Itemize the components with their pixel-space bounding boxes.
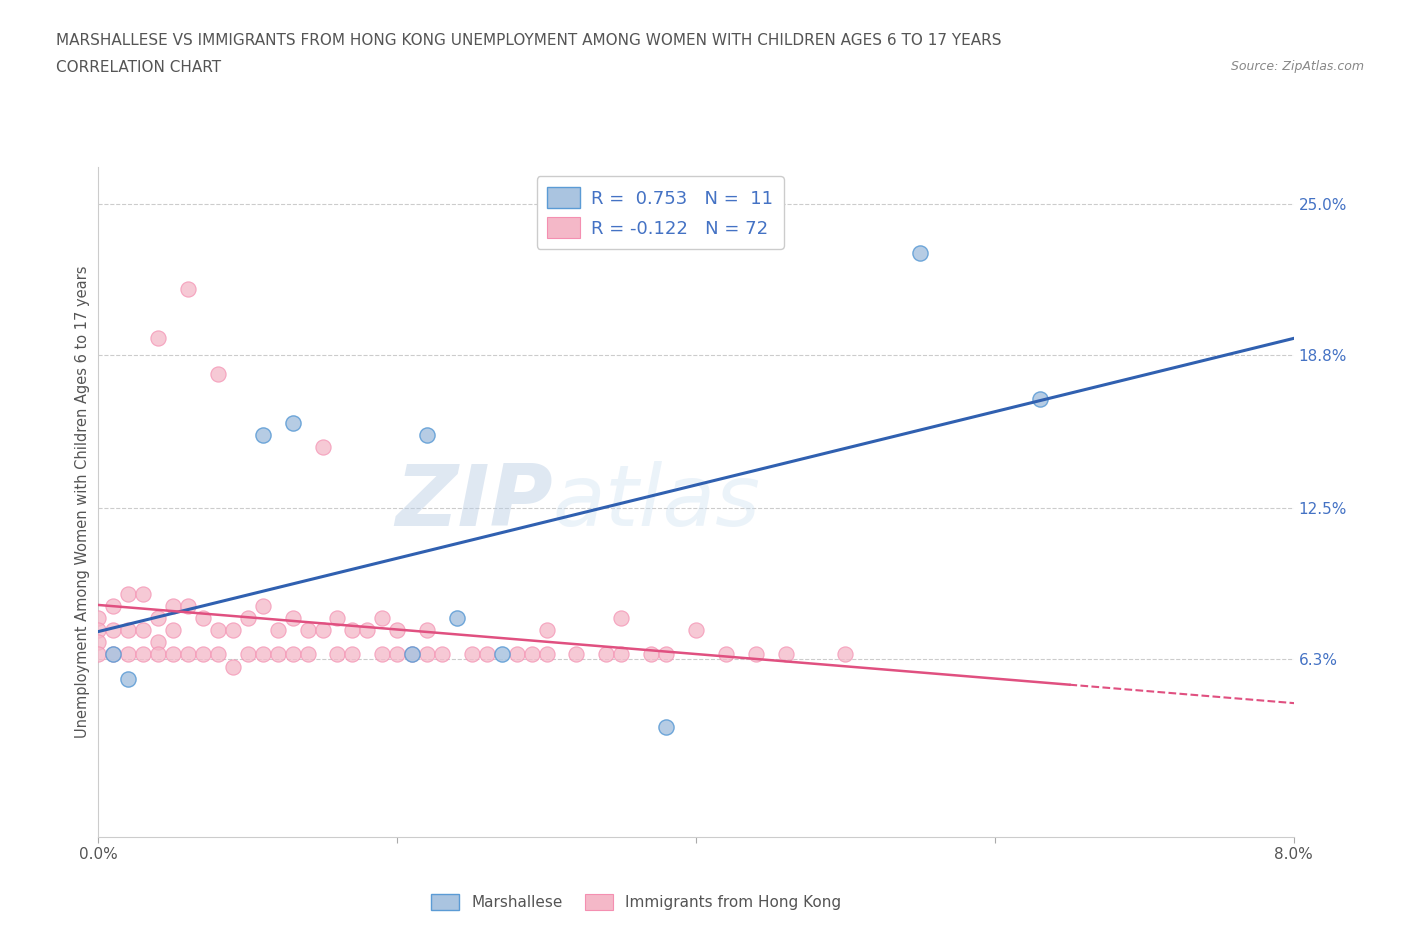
Point	[655, 647, 678, 662]
Point	[385, 647, 409, 662]
Point	[132, 622, 155, 637]
Point	[655, 720, 678, 735]
Point	[252, 428, 274, 443]
Point	[162, 598, 184, 613]
Point	[222, 622, 245, 637]
Text: Source: ZipAtlas.com: Source: ZipAtlas.com	[1230, 60, 1364, 73]
Text: atlas: atlas	[553, 460, 761, 544]
Point	[536, 647, 558, 662]
Point	[281, 647, 304, 662]
Point	[103, 647, 125, 662]
Point	[191, 610, 214, 625]
Point	[148, 647, 170, 662]
Point	[416, 622, 439, 637]
Point	[342, 622, 364, 637]
Point	[103, 647, 125, 662]
Point	[207, 622, 229, 637]
Point	[461, 647, 484, 662]
Point	[311, 440, 333, 455]
Point	[685, 622, 707, 637]
Point	[236, 610, 259, 625]
Text: ZIP: ZIP	[395, 460, 553, 544]
Point	[87, 622, 110, 637]
Point	[267, 622, 290, 637]
Point	[162, 647, 184, 662]
Point	[356, 622, 378, 637]
Point	[117, 622, 139, 637]
Point	[222, 659, 245, 674]
Y-axis label: Unemployment Among Women with Children Ages 6 to 17 years: Unemployment Among Women with Children A…	[75, 266, 90, 738]
Point	[117, 671, 139, 686]
Legend: Marshallese, Immigrants from Hong Kong: Marshallese, Immigrants from Hong Kong	[425, 888, 848, 916]
Point	[326, 610, 349, 625]
Point	[87, 635, 110, 650]
Point	[148, 610, 170, 625]
Point	[148, 330, 170, 345]
Point	[132, 647, 155, 662]
Point	[1028, 392, 1050, 406]
Point	[714, 647, 737, 662]
Point	[87, 610, 110, 625]
Point	[491, 647, 513, 662]
Point	[177, 282, 200, 297]
Point	[148, 635, 170, 650]
Point	[908, 246, 931, 260]
Point	[281, 610, 304, 625]
Point	[177, 647, 200, 662]
Point	[207, 647, 229, 662]
Point	[297, 647, 319, 662]
Point	[297, 622, 319, 637]
Point	[834, 647, 856, 662]
Point	[416, 647, 439, 662]
Point	[536, 622, 558, 637]
Point	[281, 416, 304, 431]
Point	[117, 586, 139, 601]
Point	[103, 598, 125, 613]
Point	[132, 586, 155, 601]
Point	[252, 647, 274, 662]
Point	[430, 647, 453, 662]
Point	[775, 647, 797, 662]
Point	[401, 647, 423, 662]
Point	[342, 647, 364, 662]
Point	[371, 647, 394, 662]
Text: CORRELATION CHART: CORRELATION CHART	[56, 60, 221, 75]
Point	[207, 367, 229, 382]
Point	[177, 598, 200, 613]
Point	[565, 647, 588, 662]
Point	[236, 647, 259, 662]
Point	[745, 647, 768, 662]
Point	[401, 647, 423, 662]
Point	[520, 647, 543, 662]
Point	[446, 610, 468, 625]
Point	[326, 647, 349, 662]
Point	[610, 610, 633, 625]
Point	[416, 428, 439, 443]
Point	[475, 647, 498, 662]
Point	[117, 647, 139, 662]
Point	[252, 598, 274, 613]
Point	[371, 610, 394, 625]
Text: MARSHALLESE VS IMMIGRANTS FROM HONG KONG UNEMPLOYMENT AMONG WOMEN WITH CHILDREN : MARSHALLESE VS IMMIGRANTS FROM HONG KONG…	[56, 33, 1001, 47]
Point	[103, 622, 125, 637]
Point	[595, 647, 617, 662]
Point	[640, 647, 662, 662]
Point	[385, 622, 409, 637]
Point	[506, 647, 529, 662]
Point	[87, 647, 110, 662]
Point	[610, 647, 633, 662]
Point	[311, 622, 333, 637]
Point	[162, 622, 184, 637]
Point	[267, 647, 290, 662]
Point	[191, 647, 214, 662]
